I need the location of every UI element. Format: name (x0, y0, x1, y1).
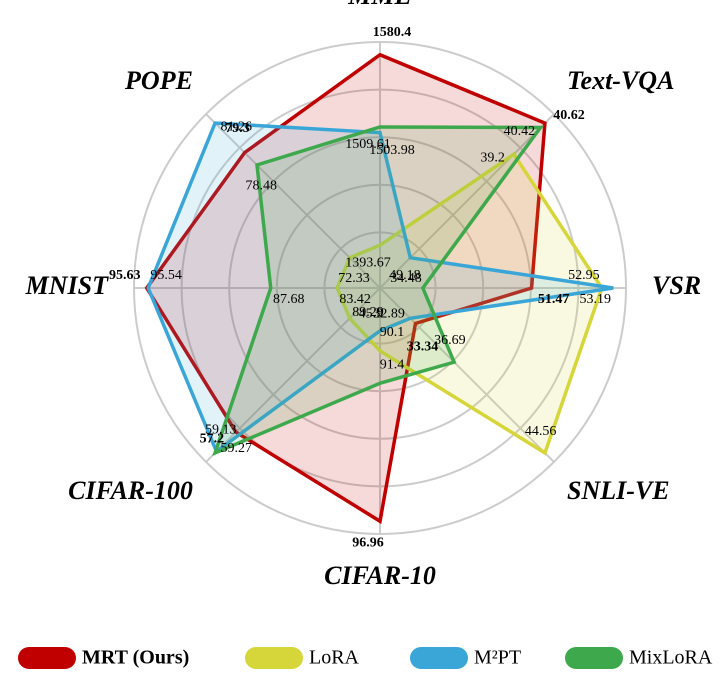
axis-label: MNIST (25, 271, 109, 300)
axis-label: CIFAR-10 (324, 561, 436, 590)
value-label: 40.62 (553, 108, 585, 123)
value-label: 1503.98 (369, 143, 415, 158)
value-label: 36.69 (434, 333, 466, 348)
value-label: 89.29 (352, 305, 384, 320)
value-label: 51.47 (538, 292, 570, 307)
axis-label: MME (347, 0, 412, 10)
legend-swatch (565, 647, 623, 669)
value-label: 95.63 (109, 268, 141, 283)
legend-swatch (18, 647, 76, 669)
value-label: 44.56 (525, 424, 557, 439)
value-label: 53.19 (579, 292, 611, 307)
legend-item: LoRA (245, 647, 360, 669)
value-label: 78.48 (245, 178, 277, 193)
legend-item: MRT (Ours) (18, 647, 189, 669)
value-label: 1393.67 (345, 255, 391, 270)
value-label: 79.3 (225, 121, 250, 136)
value-label: 83.42 (339, 292, 371, 307)
legend-item: M²PT (410, 647, 521, 669)
legend-label: LoRA (309, 647, 360, 669)
value-label: 1509.61 (345, 137, 391, 152)
legend-label: MixLoRA (629, 647, 713, 669)
value-label: 45.9 (359, 306, 384, 321)
radar-area (144, 52, 547, 525)
value-label: 39.2 (480, 151, 505, 166)
legend-label: M²PT (474, 647, 521, 669)
value-label: 1580.4 (373, 25, 412, 40)
legend-swatch (245, 647, 303, 669)
value-label: 57.2 (200, 431, 225, 446)
value-label: 90.1 (380, 325, 405, 340)
axis-label: CIFAR-100 (68, 476, 193, 505)
value-label: 49.18 (389, 268, 421, 283)
value-label: 72.33 (338, 271, 370, 286)
legend-swatch (410, 647, 468, 669)
value-label: 33.34 (407, 340, 439, 355)
value-label: 59.27 (221, 441, 253, 456)
value-label: 59.13 (205, 423, 237, 438)
axis-label: SNLI-VE (567, 476, 670, 505)
value-label: 32.89 (373, 306, 405, 321)
value-label: 52.95 (568, 268, 600, 283)
value-label: 95.54 (150, 268, 182, 283)
axis-label: Text-VQA (567, 66, 674, 95)
legend-label: MRT (Ours) (82, 647, 189, 669)
axis-label: VSR (652, 271, 701, 300)
axis-label: POPE (124, 66, 193, 95)
value-label: 87.68 (273, 292, 305, 307)
radar-area (212, 125, 544, 457)
radar-area (146, 121, 614, 455)
value-label: 34.48 (390, 271, 422, 286)
legend-item: MixLoRA (565, 647, 713, 669)
value-label: 40.42 (504, 124, 536, 139)
radar-area (335, 151, 604, 456)
value-label: 91.4 (380, 357, 405, 372)
value-label: 81.26 (221, 120, 253, 135)
value-label: 96.96 (352, 535, 384, 550)
